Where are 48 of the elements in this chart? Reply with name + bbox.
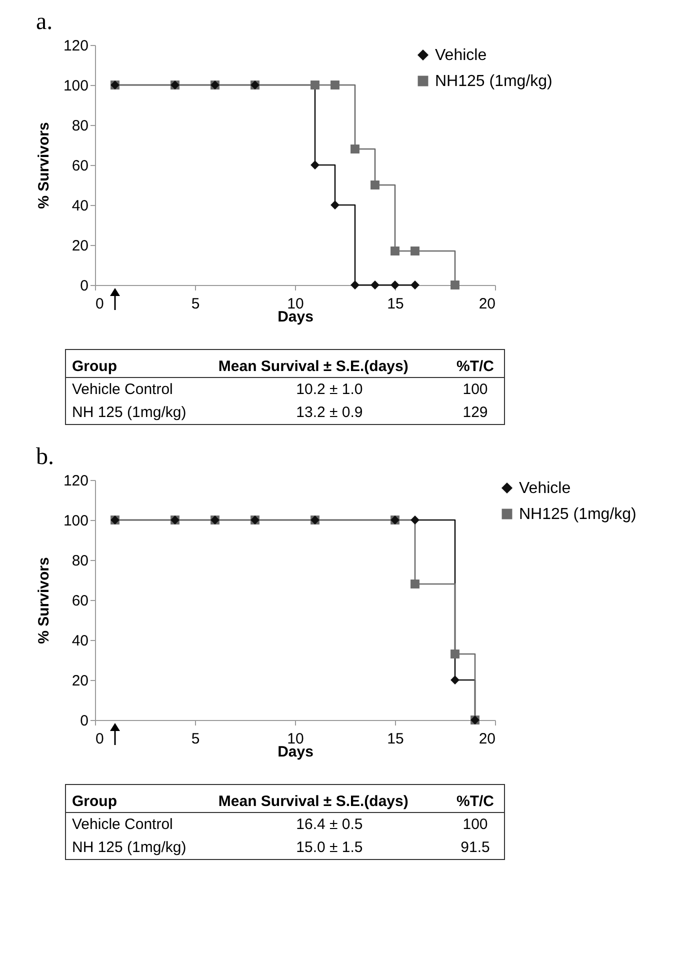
text: Mean Survival ± S.E.(days) [212,784,447,812]
y-tick-label: 20 [72,238,88,254]
x-tick-label: 5 [191,296,200,312]
text: %T/C [446,784,504,812]
text: Group [66,784,212,812]
y-tick-label: 80 [72,118,88,134]
y-tick-label: 100 [63,78,88,94]
chart-title: a. [36,9,53,35]
text: NH 125 (1mg/kg) [71,403,188,423]
text: 129 [462,403,489,423]
text: 10.2 ± 1.0 [295,380,364,400]
x-tick-label: 0 [96,730,104,748]
legend-label: NH125 (1mg/kg) [519,506,636,523]
text: 13.2 ± 0.9 [295,403,364,423]
y-tick-label: 100 [63,512,88,530]
text: Mean Survival ± S.E.(days) [212,350,447,378]
text: %T/C [446,350,504,378]
x-tick-label: 15 [387,296,404,312]
y-tick-label: 120 [63,472,88,490]
x-tick-label: 20 [478,296,496,312]
y-tick-label: 0 [80,712,88,730]
chart-title: b. [36,444,54,470]
text: NH 125 (1mg/kg) [71,838,188,858]
text: 91.5 [460,838,491,858]
y-tick-label: 120 [63,38,88,54]
x-tick-label: 0 [96,296,104,312]
text: Vehicle Control [71,815,174,835]
y-tick-label: 40 [72,632,88,650]
y-axis-title: % Survivors [35,557,52,644]
y-tick-label: 60 [72,158,88,174]
y-tick-label: 20 [72,672,88,690]
text: Group [66,350,212,378]
legend-label: Vehicle [519,480,571,497]
text: 100 [462,815,489,835]
y-tick-label: 40 [72,198,88,214]
text: 16.4 ± 0.5 [295,815,364,835]
legend-label: Vehicle [435,47,487,64]
legend-label: NH125 (1mg/kg) [435,73,552,90]
text: Vehicle Control [71,380,174,400]
y-axis-title: % Survivors [35,122,52,209]
text: 15.0 ± 1.5 [295,838,364,858]
text: 100 [462,380,489,400]
y-tick-label: 80 [72,552,88,570]
x-tick-label: 15 [387,730,404,748]
y-tick-label: 0 [80,278,88,294]
x-tick-label: 20 [478,730,496,748]
x-tick-label: 5 [191,730,200,748]
y-tick-label: 60 [72,592,88,610]
